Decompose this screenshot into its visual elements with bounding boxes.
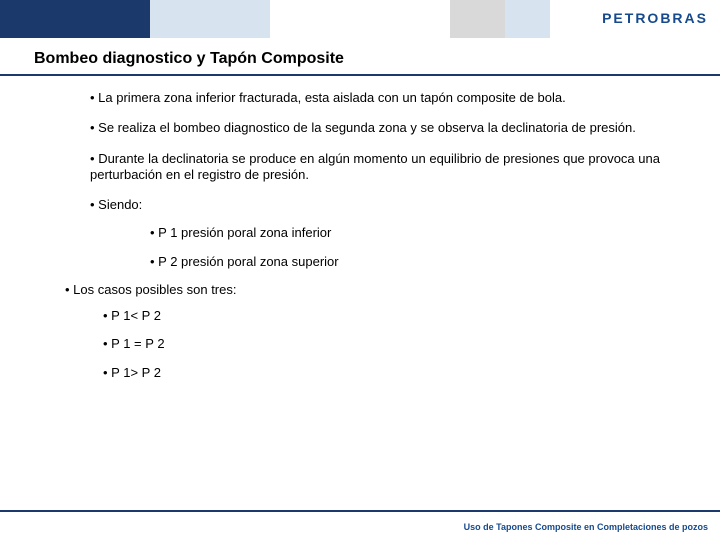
slide-title: Bombeo diagnostico y Tapón Composite xyxy=(34,50,720,68)
footer-text: Uso de Tapones Composite en Completacion… xyxy=(464,522,708,532)
sub-bullet-item: P 1 = P 2 xyxy=(103,336,660,352)
bullet-item: Durante la declinatoria se produce en al… xyxy=(90,151,660,184)
brand-logo-text: PETROBRAS xyxy=(602,10,708,26)
header-block xyxy=(270,0,450,38)
slide-content: La primera zona inferior fracturada, est… xyxy=(0,90,720,381)
sub-bullet-item: P 2 presión poral zona superior xyxy=(150,254,660,270)
sub-bullet-item: P 1 presión poral zona inferior xyxy=(150,225,660,241)
bullet-item: La primera zona inferior fracturada, est… xyxy=(90,90,660,106)
header-block xyxy=(150,0,270,38)
bullet-item: Siendo: P 1 presión poral zona inferior … xyxy=(90,197,660,270)
bullet-text: Los casos posibles son tres: xyxy=(73,282,236,297)
header-block xyxy=(505,0,550,38)
bullet-item: Los casos posibles son tres: P 1< P 2 P … xyxy=(65,282,660,381)
header-block xyxy=(0,0,150,38)
title-underline xyxy=(0,74,720,76)
footer-line xyxy=(0,510,720,512)
bullet-text: Siendo: xyxy=(98,197,142,212)
header-block xyxy=(450,0,505,38)
header-bar: PETROBRAS xyxy=(0,0,720,38)
sub-bullet-item: P 1< P 2 xyxy=(103,308,660,324)
bullet-item: Se realiza el bombeo diagnostico de la s… xyxy=(90,120,660,136)
sub-bullet-item: P 1> P 2 xyxy=(103,365,660,381)
